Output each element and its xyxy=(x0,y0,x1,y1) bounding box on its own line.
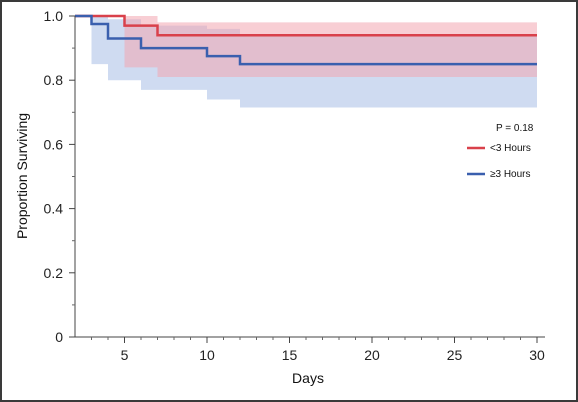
y-tick-label: 1.0 xyxy=(44,8,64,24)
x-ticks: 5 10 15 20 25 30 xyxy=(91,337,545,363)
y-tick-label: 0 xyxy=(55,329,63,345)
survival-curve-ge3 xyxy=(75,14,537,66)
survival-curve-lt3 xyxy=(75,14,537,37)
legend-label: ≥3 Hours xyxy=(490,169,531,180)
confidence-bands xyxy=(75,16,537,108)
legend-label: <3 Hours xyxy=(490,143,531,154)
y-tick-label: 0.4 xyxy=(44,201,64,217)
x-tick-label: 20 xyxy=(364,347,380,363)
x-tick-label: 15 xyxy=(282,347,298,363)
confidence-band-lt3 xyxy=(75,16,537,77)
p-value-annotation: P = 0.18 xyxy=(496,123,534,134)
y-tick-label: 0.8 xyxy=(44,72,64,88)
legend: <3 Hours ≥3 Hours xyxy=(467,143,531,180)
x-tick-label: 30 xyxy=(529,347,545,363)
survival-curves xyxy=(75,14,537,66)
x-axis-title: Days xyxy=(292,370,324,386)
x-tick-label: 5 xyxy=(121,347,129,363)
x-tick-label: 25 xyxy=(447,347,463,363)
y-tick-label: 0.6 xyxy=(44,136,64,152)
y-axis-title: Proportion Surviving xyxy=(14,113,30,239)
y-tick-label: 0.2 xyxy=(44,265,64,281)
y-ticks: 0 0.2 0.4 0.6 0.8 1.0 xyxy=(44,8,75,345)
x-tick-label: 10 xyxy=(199,347,215,363)
